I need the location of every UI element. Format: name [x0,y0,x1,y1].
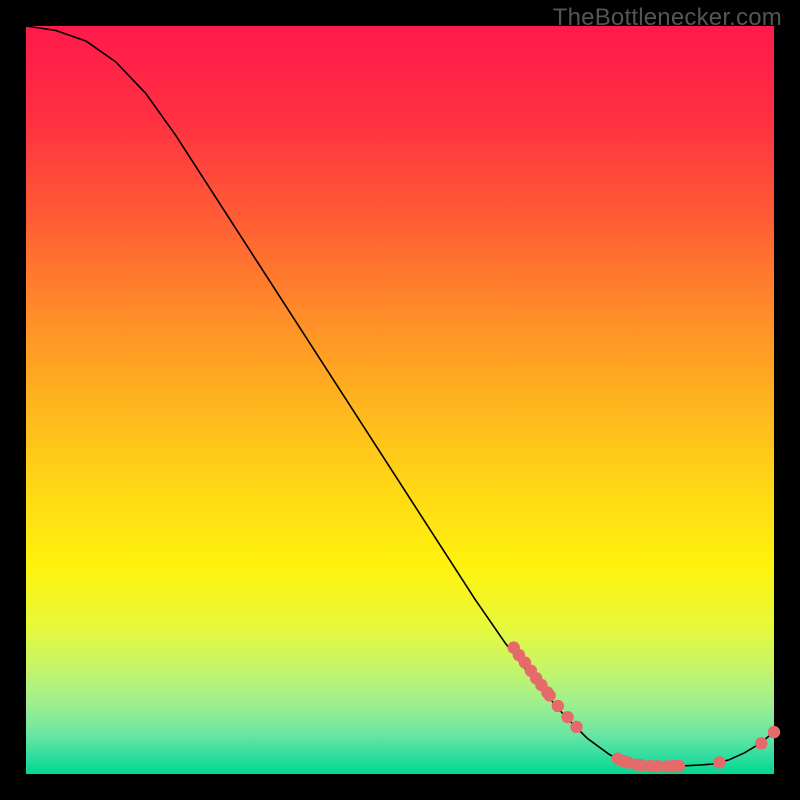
data-marker [768,726,780,738]
data-marker [552,700,564,712]
data-marker [561,711,573,723]
data-marker [673,760,685,772]
data-marker [543,689,555,701]
data-marker [755,737,767,749]
bottleneck-chart [0,0,800,800]
data-marker [570,721,582,733]
plot-background [26,26,774,774]
data-marker [713,756,725,768]
